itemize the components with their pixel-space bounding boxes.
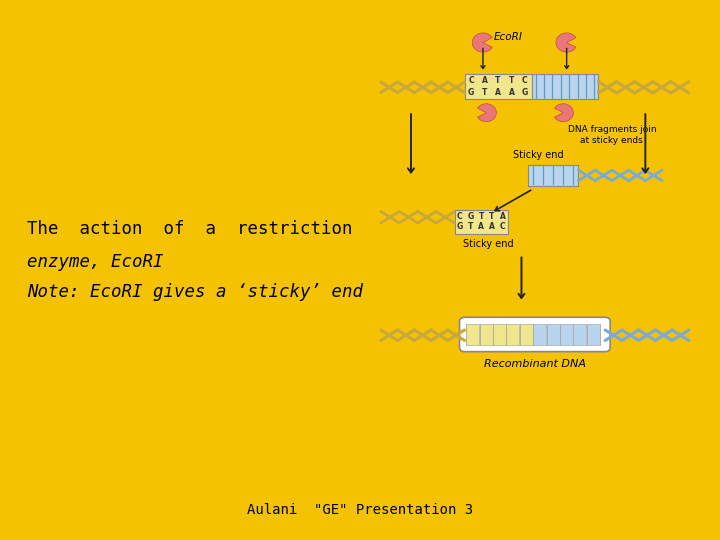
Text: A: A [478,222,485,232]
FancyBboxPatch shape [546,323,559,346]
Text: T: T [509,77,514,85]
FancyBboxPatch shape [573,323,586,346]
Wedge shape [554,104,573,122]
Text: enzyme, EcoRI: enzyme, EcoRI [27,253,164,271]
Text: Aulani  "GE" Presentation 3: Aulani "GE" Presentation 3 [247,503,473,517]
Text: G: G [468,87,474,97]
Text: C: C [469,77,474,85]
Text: The  action  of  a  restriction: The action of a restriction [27,220,353,239]
Text: G: G [522,87,528,97]
Text: C: C [522,77,528,85]
FancyBboxPatch shape [459,318,610,352]
Text: T: T [468,222,473,232]
Text: T: T [490,212,495,221]
Wedge shape [556,33,576,52]
Text: A: A [508,87,514,97]
Text: A: A [500,212,505,221]
Text: T: T [482,87,487,97]
Text: T: T [495,77,500,85]
FancyBboxPatch shape [467,323,480,346]
Text: A: A [489,222,495,232]
Text: Sticky end: Sticky end [513,150,564,159]
FancyBboxPatch shape [531,74,598,99]
Text: Recombinant DNA: Recombinant DNA [484,359,586,369]
Text: DNA fragments join
at sticky ends: DNA fragments join at sticky ends [567,125,656,145]
FancyBboxPatch shape [587,323,600,346]
Text: EcoRI: EcoRI [494,31,523,42]
Wedge shape [477,104,496,122]
Text: G: G [456,222,463,232]
Text: C: C [500,222,505,232]
Wedge shape [472,33,492,52]
FancyBboxPatch shape [560,323,573,346]
FancyBboxPatch shape [520,323,533,346]
Text: C: C [457,212,463,221]
Text: Sticky end: Sticky end [463,239,513,249]
FancyBboxPatch shape [454,210,508,234]
FancyBboxPatch shape [464,74,531,99]
Text: Note: EcoRI gives a ‘sticky’ end: Note: EcoRI gives a ‘sticky’ end [27,282,364,301]
FancyBboxPatch shape [528,165,578,186]
Text: T: T [479,212,484,221]
FancyBboxPatch shape [480,323,492,346]
Text: A: A [495,87,501,97]
Text: A: A [482,77,487,85]
FancyBboxPatch shape [493,323,506,346]
FancyBboxPatch shape [506,323,519,346]
FancyBboxPatch shape [534,323,546,346]
Text: G: G [467,212,474,221]
